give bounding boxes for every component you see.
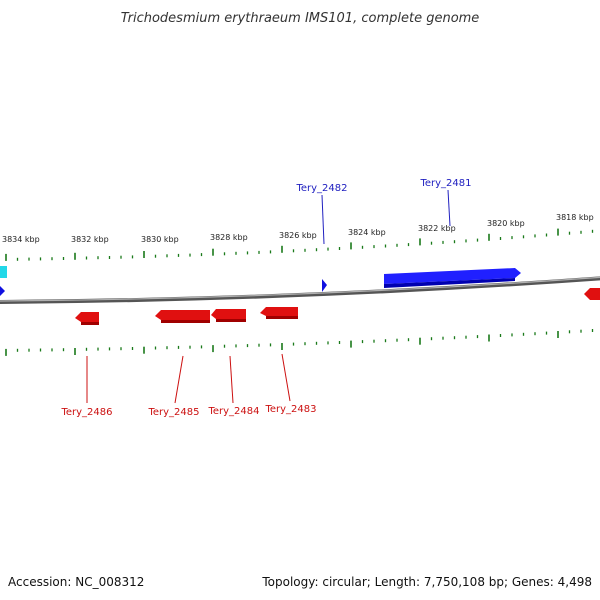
- gene-tery-2482[interactable]: [322, 279, 327, 292]
- genome-backbone: [0, 276, 600, 304]
- map-title: Trichodesmium erythraeum IMS101, complet…: [121, 11, 480, 26]
- accession-text: Accession: NC_008312: [8, 575, 144, 589]
- label-leader: [229, 355, 234, 404]
- scale-label: 3830 kbp: [141, 235, 179, 244]
- gene-arrow[interactable]: [75, 312, 99, 322]
- gene-tery-2484[interactable]: [211, 309, 246, 322]
- gene-partial-left[interactable]: [0, 286, 5, 296]
- gene-tery-2486[interactable]: [75, 312, 99, 325]
- label-leader: [447, 189, 451, 227]
- label-leader: [321, 194, 325, 245]
- gene-arrow-shade: [161, 320, 210, 323]
- gene-arrow-shade: [81, 322, 99, 325]
- scale-labels: 3834 kbp 3832 kbp 3830 kbp 3828 kbp 3826…: [2, 213, 594, 244]
- scale-label: 3834 kbp: [2, 235, 40, 244]
- gene-tery-2483[interactable]: [260, 307, 298, 319]
- scale-label: 3832 kbp: [71, 235, 109, 244]
- genome-backbone-highlight: [0, 276, 600, 302]
- scale-label: 3824 kbp: [348, 228, 386, 237]
- scale-label: 3818 kbp: [556, 213, 594, 222]
- gene-label-tery-2481[interactable]: Tery_2481: [419, 178, 471, 189]
- gene-arrow-shade: [216, 319, 246, 322]
- scale-label: 3822 kbp: [418, 224, 456, 233]
- scale-label: 3826 kbp: [279, 231, 317, 240]
- tick-row-top: [5, 228, 594, 261]
- feature-partial-cyan: [0, 266, 7, 278]
- gene-arrow[interactable]: [260, 307, 298, 316]
- gene-label-tery-2482[interactable]: Tery_2482: [295, 183, 347, 194]
- gene-label-tery-2485[interactable]: Tery_2485: [147, 407, 199, 418]
- label-leader: [281, 353, 291, 402]
- gene-label-tery-2486[interactable]: Tery_2486: [60, 407, 112, 418]
- gene-arrow-shade: [384, 278, 515, 288]
- gene-tery-2481[interactable]: [384, 268, 521, 288]
- gene-arrow[interactable]: [155, 310, 210, 320]
- gene-arrow[interactable]: [384, 268, 521, 284]
- gene-label-tery-2484[interactable]: Tery_2484: [207, 406, 259, 417]
- gene-arrow[interactable]: [211, 309, 246, 319]
- scale-label: 3828 kbp: [210, 233, 248, 242]
- gene-arrow[interactable]: [322, 279, 327, 292]
- scale-label: 3820 kbp: [487, 219, 525, 228]
- gene-tery-2485[interactable]: [155, 310, 210, 323]
- gene-arrow-shade: [266, 316, 298, 319]
- summary-text: Topology: circular; Length: 7,750,108 bp…: [261, 575, 592, 589]
- label-leader: [174, 355, 184, 404]
- gene-label-tery-2483[interactable]: Tery_2483: [264, 404, 316, 415]
- tick-row-bottom: [5, 329, 594, 356]
- gene-partial-right[interactable]: [584, 288, 600, 300]
